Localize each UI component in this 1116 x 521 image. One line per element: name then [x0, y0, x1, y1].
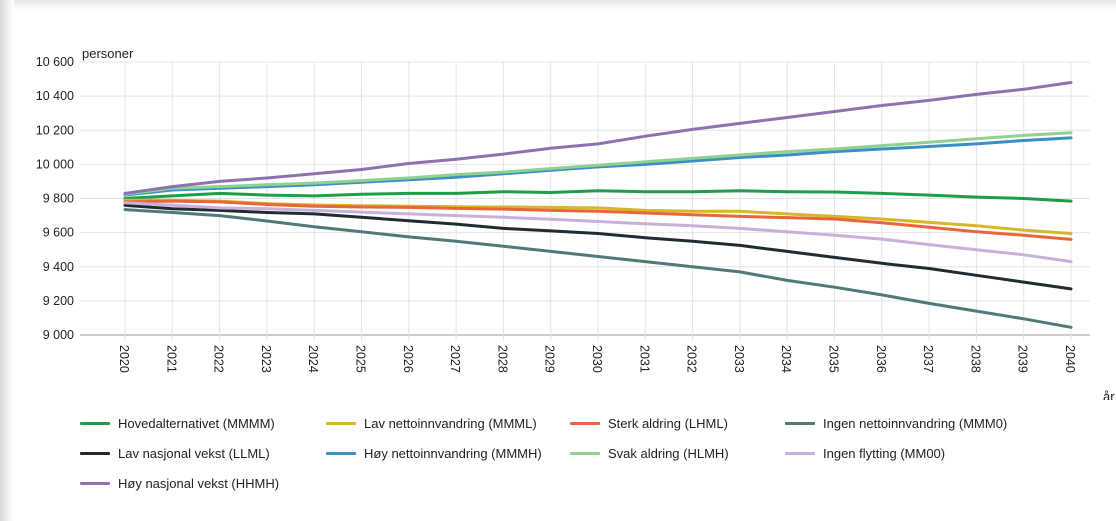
y-tick-label: 9 000 [43, 328, 74, 342]
x-tick-label: 2036 [874, 345, 888, 373]
x-tick-label: 2023 [259, 345, 273, 373]
x-tick-label: 2021 [164, 345, 178, 373]
legend-label: Høy nasjonal vekst (HHMH) [118, 475, 280, 491]
legend-item[interactable]: Ingen nettoinnvandring (MMM0) [785, 416, 1085, 431]
series-line-3 [123, 208, 1073, 329]
x-tick-label: 2027 [448, 345, 462, 373]
x-tick-label: 2024 [306, 345, 320, 373]
x-axis-label: år [1103, 389, 1115, 400]
series-line-5 [123, 136, 1073, 197]
legend-swatch [80, 421, 110, 425]
legend-item[interactable]: Hovedalternativet (MMMM) [80, 416, 326, 431]
legend-item[interactable]: Høy nasjonal vekst (HHMH) [80, 476, 326, 491]
x-tick-label: 2038 [968, 345, 982, 373]
y-tick-label: 10 400 [36, 89, 74, 103]
x-tick-label: 2029 [543, 345, 557, 373]
series-line-8 [123, 81, 1073, 195]
x-tick-label: 2026 [401, 345, 415, 373]
x-tick-label: 2025 [354, 345, 368, 373]
x-axis-ticks: 2020 2021 2022 2023 2024 2025 2026 2027 2028 2029… [117, 345, 1077, 373]
x-tick-label: 2031 [637, 345, 651, 373]
x-tick-label: 2040 [1063, 345, 1077, 373]
legend-label: Hovedalternativet (MMMM) [118, 415, 275, 431]
window-top-edge [0, 0, 1116, 10]
x-tick-label: 2035 [827, 345, 841, 373]
legend-swatch [326, 421, 356, 425]
window-left-edge [0, 0, 14, 521]
y-tick-label: 9 800 [43, 192, 74, 206]
y-axis-label: personer [82, 46, 134, 61]
legend-label: Høy nettoinnvandring (MMMH) [364, 445, 542, 461]
legend-label: Ingen flytting (MM00) [823, 445, 946, 461]
legend-item[interactable]: Svak aldring (HLMH) [570, 446, 785, 461]
x-tick-label: 2034 [779, 345, 793, 373]
legend-swatch [570, 451, 600, 455]
legend-swatch [570, 421, 600, 425]
y-tick-label: 9 200 [43, 294, 74, 308]
x-tick-label: 2022 [212, 345, 226, 373]
legend-item[interactable]: Ingen flytting (MM00) [785, 446, 1085, 461]
legend-item[interactable]: Lav nasjonal vekst (LLML) [80, 446, 326, 461]
y-tick-label: 9 400 [43, 260, 74, 274]
legend-swatch [785, 451, 815, 455]
legend-label: Lav nettoinnvandring (MMML) [364, 415, 537, 431]
series-line-6 [123, 131, 1073, 196]
y-tick-label: 10 600 [36, 55, 74, 69]
series-line-0 [123, 189, 1073, 203]
legend-swatch [785, 421, 815, 425]
x-tick-label: 2037 [921, 345, 935, 373]
x-tick-label: 2032 [685, 345, 699, 373]
legend-label: Svak aldring (HLMH) [608, 445, 729, 461]
x-tick-label: 2030 [590, 345, 604, 373]
legend-swatch [326, 451, 356, 455]
x-tick-label: 2039 [1016, 345, 1030, 373]
series-line-2 [123, 199, 1073, 241]
legend-item[interactable]: Lav nettoinnvandring (MMML) [326, 416, 570, 431]
series-lines [123, 81, 1073, 329]
legend-swatch [80, 451, 110, 455]
x-tick-label: 2028 [495, 345, 509, 373]
x-tick-label: 2020 [117, 345, 131, 373]
y-tick-label: 10 000 [36, 157, 74, 171]
line-chart: 9 000 9 200 9 400 9 600 9 800 10 000 10 200 10 … [36, 46, 1115, 400]
legend-item[interactable]: Høy nettoinnvandring (MMMH) [326, 446, 570, 461]
series-line-4 [123, 203, 1073, 291]
y-tick-label: 10 200 [36, 123, 74, 137]
legend-label: Ingen nettoinnvandring (MMM0) [823, 415, 1008, 431]
x-tick-label: 2033 [732, 345, 746, 373]
series-line-7 [123, 201, 1073, 264]
y-tick-label: 9 600 [43, 226, 74, 240]
legend-label: Lav nasjonal vekst (LLML) [118, 445, 270, 461]
legend-swatch [80, 481, 110, 485]
legend-item[interactable]: Sterk aldring (LHML) [570, 416, 785, 431]
y-axis-ticks: 9 000 9 200 9 400 9 600 9 800 10 000 10 200 10 … [36, 55, 74, 342]
legend: Hovedalternativet (MMMM) Lav nettoinnvan… [80, 408, 1100, 498]
legend-label: Sterk aldring (LHML) [608, 415, 728, 431]
